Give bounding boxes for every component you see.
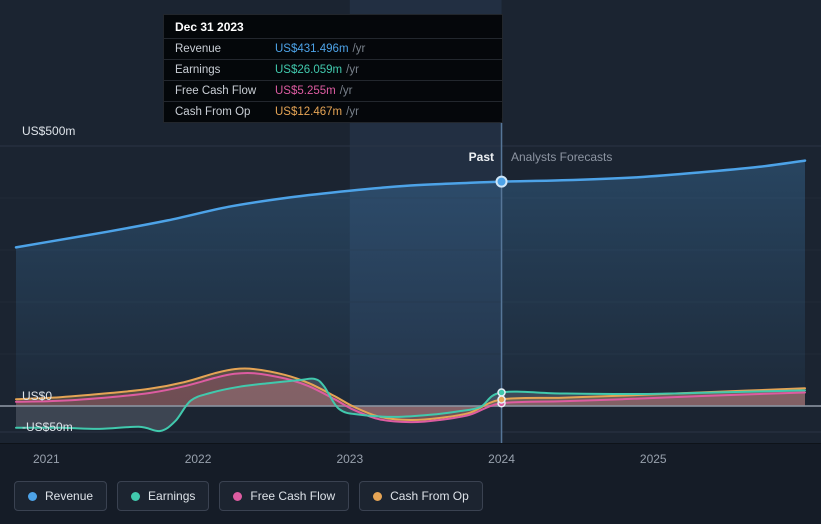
- series-line-free-cash-flow: [15, 371, 806, 424]
- analysts-forecasts-label: Analysts Forecasts: [511, 150, 613, 164]
- x-tick-2023: 2023: [336, 452, 364, 466]
- legend-label: Revenue: [45, 489, 94, 503]
- tooltip-suffix: /yr: [346, 106, 359, 118]
- tooltip-row-cash-from-op: Cash From Op US$12.467m /yr: [164, 101, 502, 122]
- x-tick-2021: 2021: [32, 452, 60, 466]
- tooltip-suffix: /yr: [339, 85, 353, 97]
- series-area-earnings: [16, 378, 805, 432]
- tooltip-date: Dec 31 2023: [175, 20, 244, 34]
- x-tick-2024: 2024: [488, 452, 515, 466]
- chart-tooltip: Dec 31 2023 Revenue US$431.496m /yr Earn…: [163, 14, 503, 123]
- legend-dot-earnings: [131, 491, 141, 501]
- series-area-cash-from-op: [16, 368, 805, 421]
- past-label: Past: [468, 150, 494, 164]
- tooltip-value: US$12.467m: [275, 106, 343, 118]
- chart-legend: Revenue Earnings Free Cash Flow Cash From O…: [14, 481, 483, 511]
- tooltip-row-free-cash-flow: Free Cash Flow US$5.255m /yr: [164, 80, 502, 101]
- marker-cash-from-op: [497, 395, 506, 404]
- legend-item-cash-from-op[interactable]: Cash From Op: [359, 481, 483, 511]
- x-tick-2022: 2022: [184, 452, 212, 466]
- tooltip-label: Earnings: [175, 64, 221, 76]
- legend-item-earnings[interactable]: Earnings: [117, 481, 210, 511]
- legend-label: Free Cash Flow: [250, 489, 336, 503]
- y-axis-label-0: US$0: [22, 389, 53, 403]
- series-area-free-cash-flow: [16, 372, 805, 423]
- legend-item-revenue[interactable]: Revenue: [14, 481, 108, 511]
- marker-revenue: [495, 175, 508, 188]
- tooltip-value: US$5.255m: [275, 85, 336, 97]
- legend-dot-cash-from-op: [373, 491, 383, 501]
- legend-label: Earnings: [148, 489, 196, 503]
- series-line-cash-from-op: [15, 367, 806, 422]
- tooltip-value: US$26.059m: [275, 64, 343, 76]
- tooltip-row-revenue: Revenue US$431.496m /yr: [164, 38, 502, 59]
- series-line-revenue: [14, 159, 807, 249]
- chart-footer: 2021 2022 2023 2024 2025 Revenue Earnings Free…: [0, 443, 821, 524]
- y-axis-label-500m: US$500m: [22, 124, 76, 138]
- tooltip-row-earnings: Earnings US$26.059m /yr: [164, 59, 502, 80]
- legend-item-free-cash-flow[interactable]: Free Cash Flow: [219, 481, 350, 511]
- series-line-earnings: [15, 377, 806, 433]
- tooltip-suffix: /yr: [352, 43, 366, 55]
- legend-dot-free-cash-flow: [233, 491, 243, 501]
- tooltip-label: Free Cash Flow: [175, 85, 257, 97]
- tooltip-label: Cash From Op: [175, 106, 251, 118]
- tooltip-suffix: /yr: [346, 64, 359, 76]
- series-area-revenue: [16, 160, 805, 406]
- tooltip-label: Revenue: [175, 43, 222, 55]
- tooltip-value: US$431.496m: [275, 43, 349, 55]
- legend-label: Cash From Op: [390, 489, 469, 503]
- legend-dot-revenue: [28, 491, 37, 501]
- y-axis-label-neg50m: -US$50m: [22, 420, 73, 434]
- marker-earnings: [497, 388, 506, 397]
- x-tick-2025: 2025: [639, 452, 667, 466]
